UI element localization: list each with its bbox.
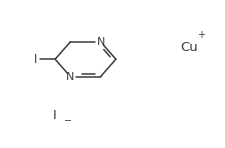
Text: Cu: Cu (180, 41, 198, 54)
Text: I: I (34, 53, 38, 66)
Text: N: N (97, 37, 105, 47)
Text: I: I (53, 109, 57, 122)
Text: N: N (66, 71, 74, 82)
Text: +: + (197, 30, 205, 40)
Text: −: − (64, 116, 72, 126)
